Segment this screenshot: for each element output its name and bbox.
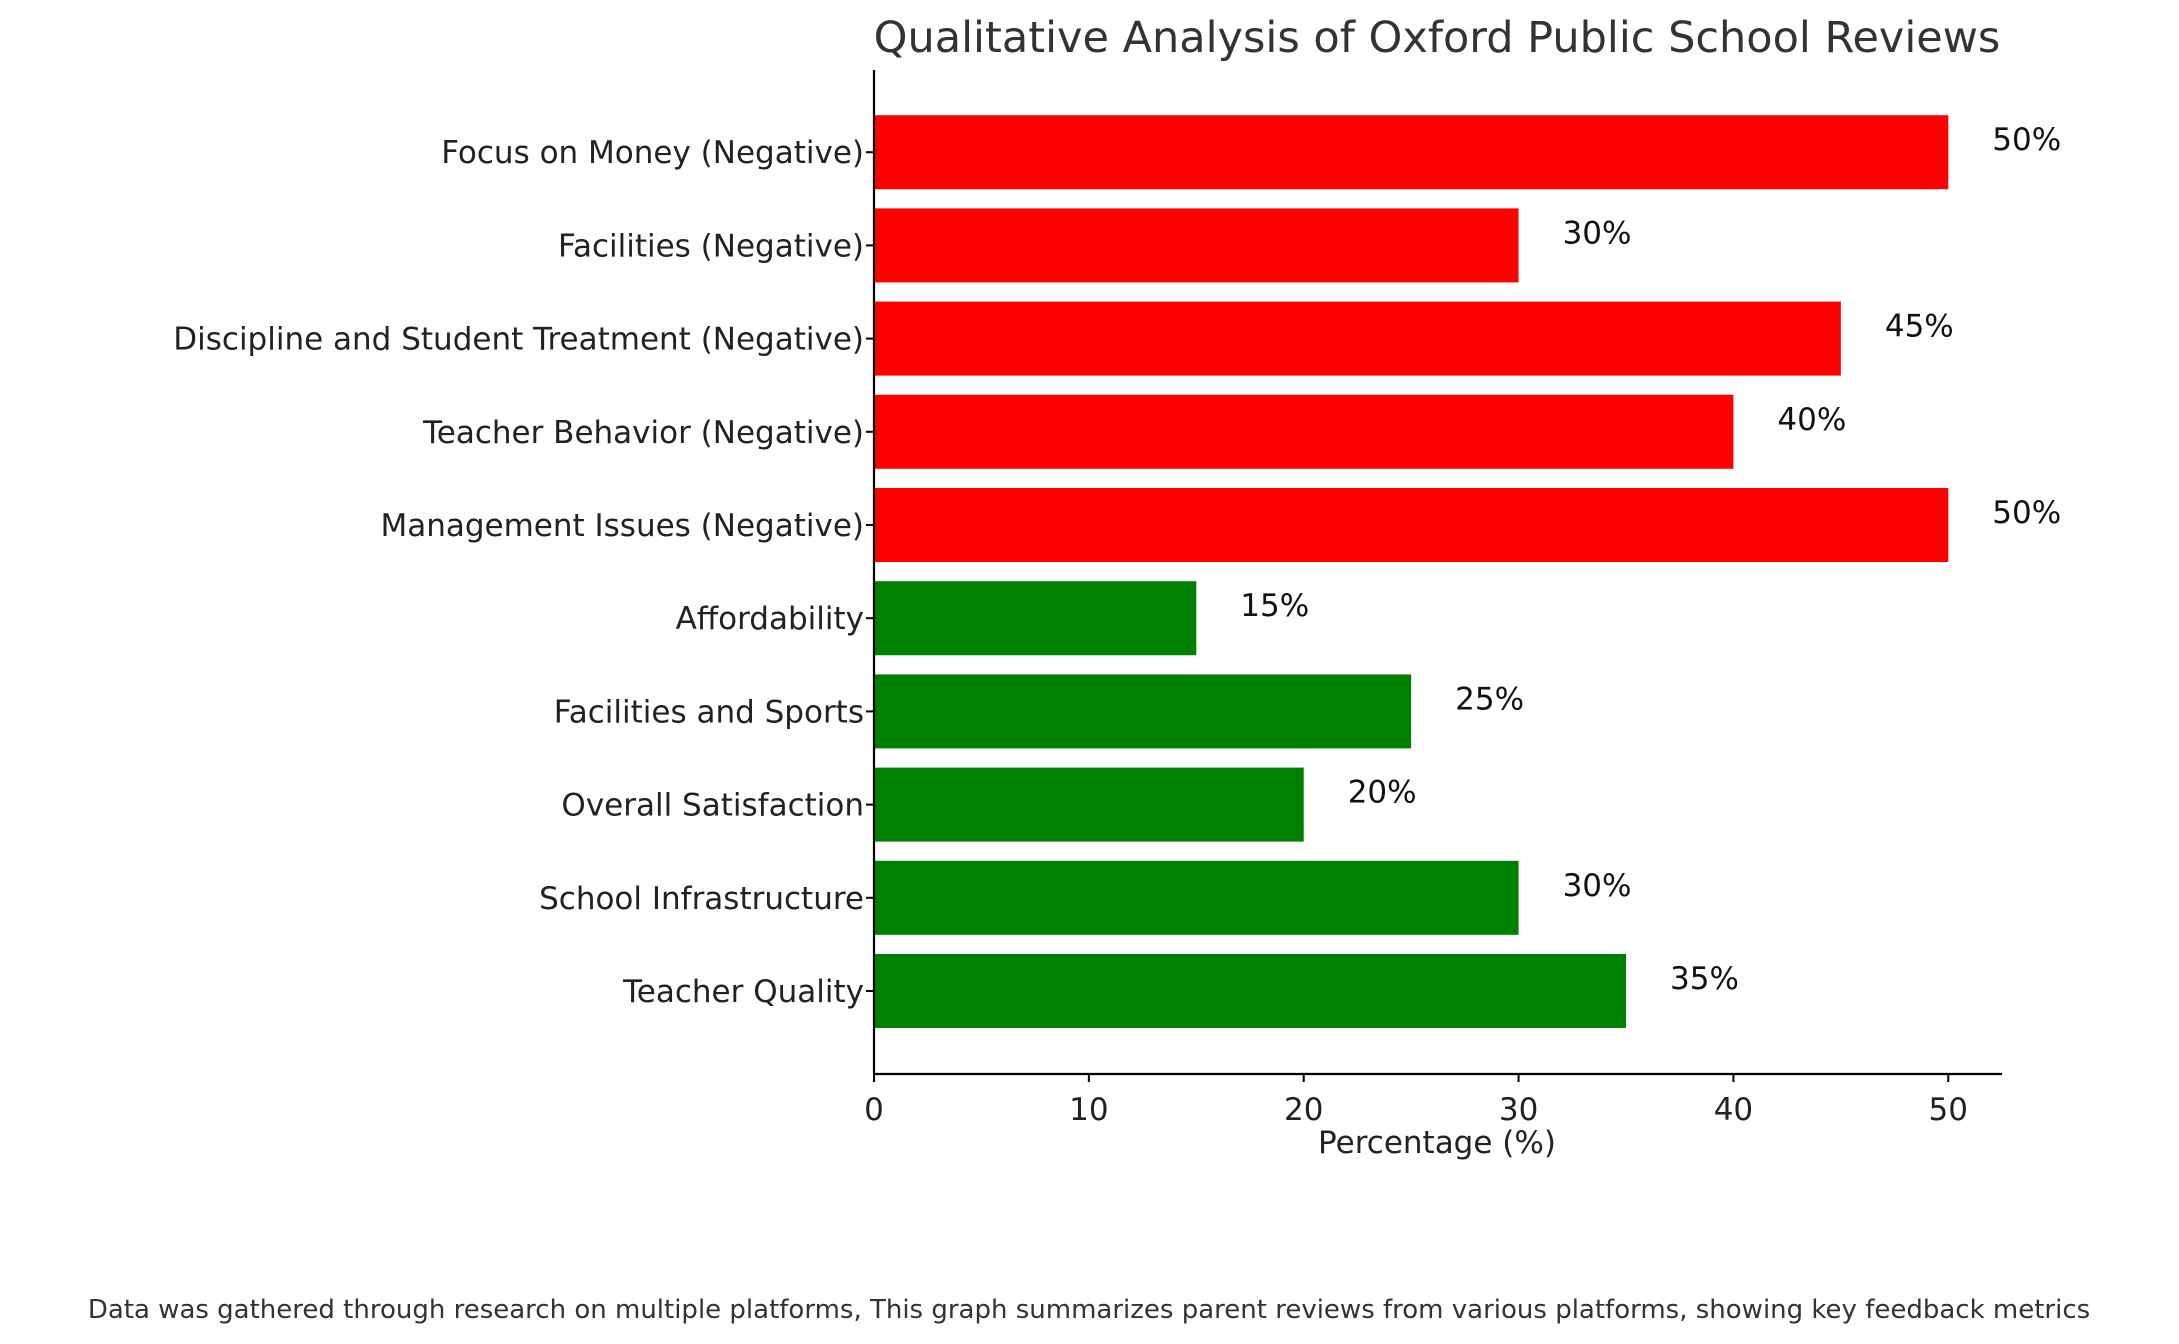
- x-tick-label-30: 30: [1499, 1092, 1538, 1128]
- value-label-teacher-quality: 35%: [1670, 961, 1739, 997]
- category-label-teacher-behavior-negative: Teacher Behavior (Negative): [422, 415, 864, 451]
- category-label-affordability: Affordability: [676, 601, 864, 637]
- bar-discipline-and-student-treatment-negative: [874, 301, 1841, 376]
- category-label-teacher-quality: Teacher Quality: [622, 974, 864, 1010]
- bars-layer: Teacher Quality 35% School Infrastructure 3…: [173, 115, 2061, 1028]
- x-tick-label-0: 0: [864, 1092, 884, 1128]
- category-label-facilities-negative: Facilities (Negative): [558, 228, 864, 264]
- category-label-discipline-and-student-treatment-negative: Discipline and Student Treatment (Negati…: [173, 322, 864, 358]
- category-label-management-issues-negative: Management Issues (Negative): [380, 508, 864, 544]
- x-tick-label-10: 10: [1069, 1092, 1108, 1128]
- bar-focus-on-money-negative: [874, 115, 1949, 190]
- x-axis-title: Percentage (%): [1318, 1125, 1556, 1161]
- bar-affordability: [874, 581, 1197, 656]
- value-label-facilities-and-sports: 25%: [1455, 681, 1524, 717]
- x-tick-label-50: 50: [1929, 1092, 1968, 1128]
- value-label-facilities-negative: 30%: [1563, 215, 1632, 251]
- value-label-affordability: 15%: [1240, 588, 1309, 624]
- category-label-facilities-and-sports: Facilities and Sports: [554, 694, 864, 730]
- axes-layer: [872, 70, 2002, 1076]
- value-label-focus-on-money-negative: 50%: [1992, 122, 2061, 158]
- bar-management-issues-negative: [874, 488, 1949, 562]
- bar-teacher-behavior-negative: [874, 394, 1734, 469]
- bar-facilities-and-sports: [874, 674, 1412, 749]
- value-label-teacher-behavior-negative: 40%: [1777, 402, 1846, 438]
- bar-teacher-quality: [874, 954, 1626, 1028]
- bar-facilities-negative: [874, 208, 1519, 283]
- category-label-school-infrastructure: School Infrastructure: [539, 881, 864, 917]
- chart-title: Qualitative Analysis of Oxford Public Sc…: [874, 13, 2001, 63]
- value-label-discipline-and-student-treatment-negative: 45%: [1885, 309, 1954, 345]
- value-label-overall-satisfaction: 20%: [1348, 775, 1417, 811]
- value-label-management-issues-negative: 50%: [1992, 495, 2061, 531]
- bar-overall-satisfaction: [874, 767, 1304, 842]
- bar-school-infrastructure: [874, 860, 1519, 935]
- category-label-focus-on-money-negative: Focus on Money (Negative): [441, 135, 864, 171]
- x-tick-label-20: 20: [1284, 1092, 1323, 1128]
- x-ticks-layer: 0 10 20 30 40 50: [864, 1074, 1968, 1128]
- category-label-overall-satisfaction: Overall Satisfaction: [561, 788, 864, 824]
- footnote: Data was gathered through research on mu…: [88, 1295, 2090, 1325]
- x-tick-label-40: 40: [1714, 1092, 1753, 1128]
- value-label-school-infrastructure: 30%: [1563, 868, 1632, 904]
